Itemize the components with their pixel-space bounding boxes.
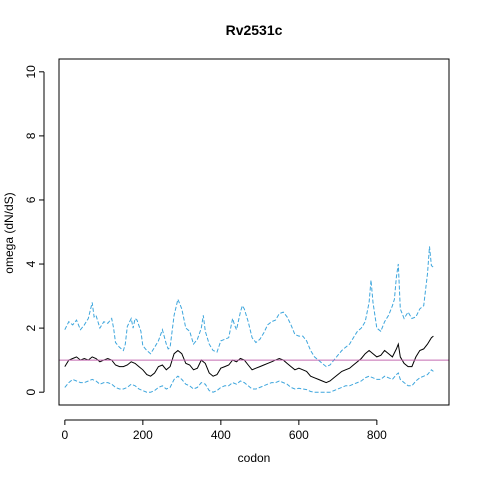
plot-frame xyxy=(58,58,450,406)
x-tick-label: 600 xyxy=(289,428,309,442)
y-tick-label: 0 xyxy=(24,389,38,396)
series-upper-bound-line xyxy=(64,246,434,368)
series-layer xyxy=(64,246,434,393)
axis-layer: 0 200 400 600 800 0 2 4 6 8 10 xyxy=(24,65,387,442)
x-tick-label: 800 xyxy=(367,428,387,442)
chart-title: Rv2531c xyxy=(226,22,283,38)
x-axis-label: codon xyxy=(238,451,271,465)
y-tick-label: 10 xyxy=(24,65,38,79)
x-tick-label: 200 xyxy=(133,428,153,442)
series-lower-bound-line xyxy=(64,369,434,393)
x-tick-label: 400 xyxy=(211,428,231,442)
y-tick-label: 4 xyxy=(24,260,38,267)
y-tick-label: 8 xyxy=(24,132,38,139)
y-axis-label: omega (dN/dS) xyxy=(2,192,16,273)
series-estimate-line xyxy=(64,335,434,384)
y-tick-label: 6 xyxy=(24,196,38,203)
y-tick-label: 2 xyxy=(24,324,38,331)
x-tick-label: 0 xyxy=(62,428,69,442)
